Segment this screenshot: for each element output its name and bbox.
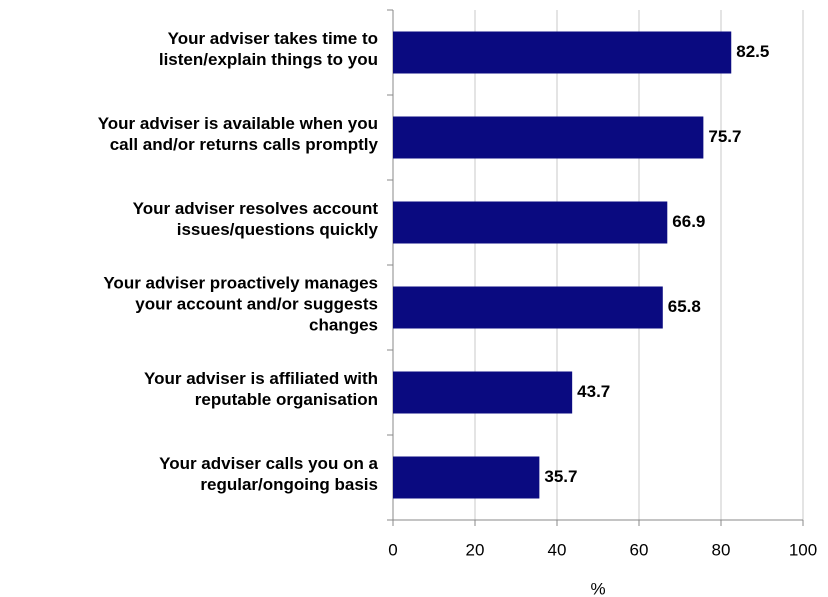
value-label: 82.5 bbox=[736, 42, 769, 61]
x-tick-label: 80 bbox=[712, 540, 731, 559]
x-tick-label: 20 bbox=[466, 540, 485, 559]
y-tick-label: Your adviser is available when you call a… bbox=[98, 114, 379, 154]
y-tick-label: Your adviser is affiliated with reputable… bbox=[144, 369, 378, 409]
value-label: 35.7 bbox=[544, 467, 577, 486]
bar bbox=[393, 31, 732, 74]
bar bbox=[393, 116, 704, 159]
bar bbox=[393, 286, 663, 329]
x-tick-label: 40 bbox=[548, 540, 567, 559]
x-tick-label: 100 bbox=[789, 540, 817, 559]
y-tick-label: Your adviser resolves account issues/ques… bbox=[133, 199, 379, 239]
y-tick-label: Your adviser calls you on a regular/ongoi… bbox=[159, 454, 378, 494]
bar bbox=[393, 371, 573, 414]
bar bbox=[393, 201, 668, 244]
y-tick-label: Your adviser takes time to listen/explain… bbox=[159, 29, 378, 69]
bar bbox=[393, 456, 540, 499]
value-label: 65.8 bbox=[668, 297, 701, 316]
y-tick-label: Your adviser proactively manages your acc… bbox=[103, 274, 378, 335]
x-tick-label: 0 bbox=[388, 540, 397, 559]
x-axis-label: % bbox=[590, 579, 605, 597]
value-label: 66.9 bbox=[672, 212, 705, 231]
x-tick-label: 60 bbox=[630, 540, 649, 559]
value-label: 43.7 bbox=[577, 382, 610, 401]
value-label: 75.7 bbox=[708, 127, 741, 146]
